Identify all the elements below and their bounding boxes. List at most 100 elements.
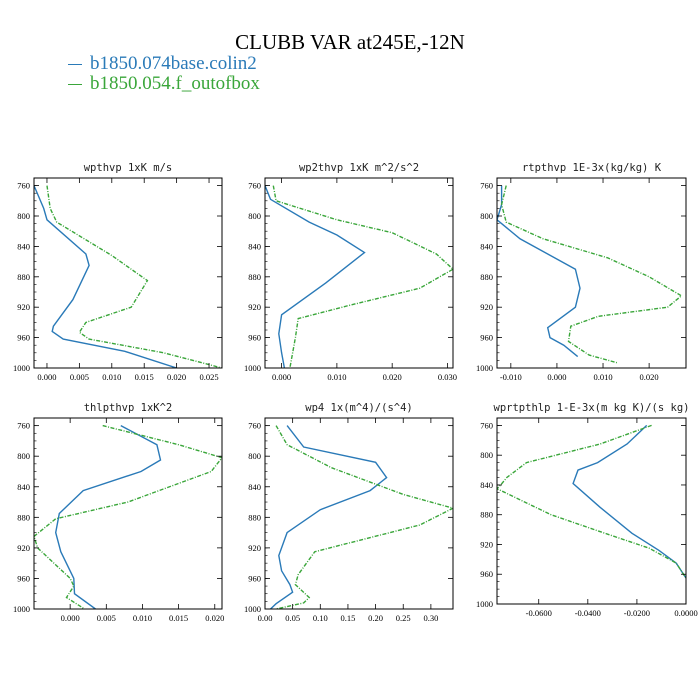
y-tick-label: 960 (248, 573, 261, 583)
series-line-2 (275, 425, 453, 609)
y-tick-label: 760 (248, 181, 261, 191)
x-tick-label: 0.005 (97, 613, 116, 623)
panel-title: wprtpthlp 1-E-3x(m kg K)/(s kg) (494, 402, 690, 414)
y-tick-label: 920 (17, 543, 30, 553)
series-line-1 (270, 425, 388, 609)
series-line-2 (500, 185, 683, 364)
y-tick-label: 920 (17, 302, 30, 312)
x-tick-label: 0.020 (640, 372, 659, 382)
y-tick-label: 800 (480, 450, 493, 460)
x-tick-label: 0.015 (169, 613, 188, 623)
y-tick-label: 1000 (13, 363, 30, 373)
series-line-1 (572, 424, 686, 579)
x-tick-label: 0.000 (37, 372, 56, 382)
series-line-1 (497, 185, 581, 358)
y-tick-label: 960 (17, 333, 30, 343)
x-tick-label: 0.30 (423, 613, 438, 623)
y-tick-label: 760 (17, 181, 30, 191)
panel-4: 760 800 840 880 920 960 1000 0.000 0.005 0.010 0.0… (13, 402, 224, 623)
y-tick-label: 840 (17, 482, 30, 492)
y-tick-label: 960 (480, 569, 493, 579)
y-tick-label: 1000 (244, 363, 261, 373)
panel-3: 760 800 840 880 920 960 1000 -0.010 0.000 0.010 0.… (476, 162, 687, 382)
series-line-1 (54, 424, 162, 609)
legend-entry: b1850.054.f_outofbox (68, 74, 260, 94)
y-tick-label: 920 (248, 543, 261, 553)
panel-title: wp2thvp 1xK m^2/s^2 (299, 162, 419, 174)
y-tick-label: 800 (248, 451, 261, 461)
panel-6: 760 800 840 880 920 960 1000 -0.0600 -0.0400 -0.0… (476, 402, 698, 618)
x-tick-label: 0.00 (258, 613, 273, 623)
y-tick-label: 1000 (476, 599, 493, 609)
legend-line-swatch (68, 64, 82, 66)
plot-frame (264, 177, 454, 369)
plot-frame (33, 417, 223, 610)
y-tick-label: 920 (248, 302, 261, 312)
y-tick-label: 800 (17, 451, 30, 461)
y-tick-label: 840 (480, 241, 493, 251)
y-tick-label: 760 (17, 421, 30, 431)
y-tick-label: 880 (480, 510, 493, 520)
panel-title: rtpthvp 1E-3x(kg/kg) K (522, 162, 662, 174)
x-tick-label: 0.20 (368, 613, 383, 623)
y-tick-label: 880 (248, 512, 261, 522)
legend-label: b1850.054.f_outofbox (90, 73, 260, 94)
y-tick-label: 1000 (476, 363, 493, 373)
x-tick-label: 0.000 (61, 613, 80, 623)
y-tick-label: 880 (480, 272, 493, 282)
x-tick-label: 0.05 (285, 613, 300, 623)
y-tick-label: 920 (480, 539, 493, 549)
x-tick-label: 0.020 (167, 372, 186, 382)
series-line-1 (265, 185, 366, 368)
y-tick-label: 800 (248, 211, 261, 221)
y-tick-label: 760 (480, 420, 493, 430)
y-tick-label: 960 (248, 333, 261, 343)
series-line-2 (497, 424, 686, 579)
legend-entry: b1850.074base.colin2 (68, 54, 260, 74)
y-tick-label: 840 (248, 241, 261, 251)
y-tick-label: 920 (480, 302, 493, 312)
panel-title: thlpthvp 1xK^2 (84, 402, 173, 414)
x-tick-label: 0.025 (199, 372, 218, 382)
x-tick-label: -0.0400 (575, 608, 601, 618)
y-tick-label: 760 (248, 421, 261, 431)
y-tick-label: 840 (480, 480, 493, 490)
x-tick-label: -0.0600 (526, 608, 552, 618)
y-tick-label: 880 (17, 272, 30, 282)
y-tick-label: 1000 (13, 604, 30, 614)
figure-title: CLUBB VAR at245E,-12N (235, 30, 465, 54)
x-tick-label: 0.015 (135, 372, 154, 382)
y-tick-label: 800 (17, 211, 30, 221)
x-tick-label: 0.010 (593, 372, 612, 382)
y-tick-label: 880 (17, 512, 30, 522)
legend: b1850.074base.colin2 b1850.054.f_outofbo… (68, 54, 260, 94)
plot-frame (264, 417, 454, 610)
panel-2: 760 800 840 880 920 960 1000 0.000 0.010 0.020 0.0… (244, 162, 457, 382)
x-tick-label: 0.010 (327, 372, 346, 382)
series-line-2 (272, 185, 453, 368)
x-tick-label: 0.0000 (674, 608, 697, 618)
panel-title: wp4 1x(m^4)/(s^4) (305, 402, 412, 414)
x-tick-label: 0.000 (547, 372, 566, 382)
y-tick-label: 840 (17, 241, 30, 251)
panel-1: 760 800 840 880 920 960 1000 0.000 0.005 0.010 0.0… (13, 162, 223, 382)
x-tick-label: 0.25 (396, 613, 411, 623)
series-line-2 (46, 185, 222, 368)
y-tick-label: 880 (248, 272, 261, 282)
y-tick-label: 840 (248, 482, 261, 492)
series-line-2 (34, 424, 222, 609)
series-line-1 (34, 185, 177, 368)
plot-frame (33, 177, 223, 369)
y-tick-label: 960 (480, 333, 493, 343)
x-tick-label: 0.10 (313, 613, 328, 623)
x-tick-label: 0.010 (133, 613, 152, 623)
x-tick-label: 0.15 (341, 613, 356, 623)
plot-frame (496, 417, 687, 605)
x-tick-label: 0.010 (102, 372, 121, 382)
x-tick-label: 0.030 (438, 372, 457, 382)
panel-title: wpthvp 1xK m/s (84, 162, 173, 174)
y-tick-label: 760 (480, 181, 493, 191)
y-tick-label: 800 (480, 211, 493, 221)
